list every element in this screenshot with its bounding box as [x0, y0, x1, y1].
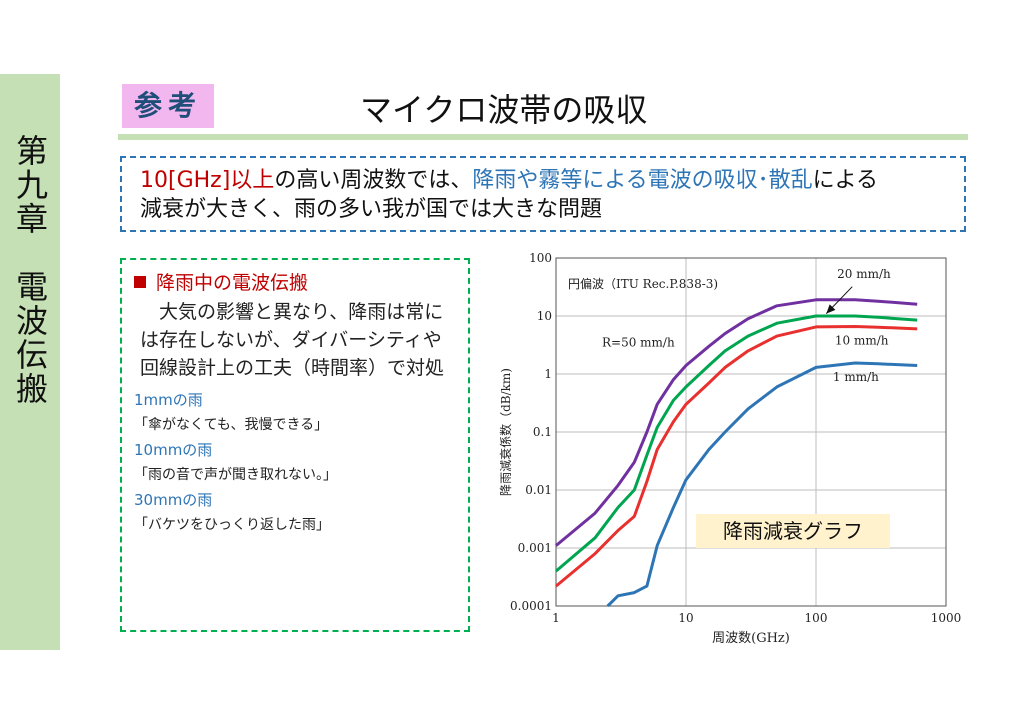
- x-tick-label-0: 1: [552, 611, 560, 625]
- series-line-3: [606, 361, 918, 608]
- y-tick-label-1: 0.001: [518, 541, 552, 555]
- rain-desc-30mm: 「バケツをひっくり返した雨」: [134, 517, 330, 533]
- summary-line-1: 10[GHz]以上の高い周波数では、降雨や霧等による電波の吸収･散乱による: [140, 166, 946, 195]
- chart-title: 円偏波（ITU Rec.P.838-3): [568, 276, 718, 291]
- y-axis-label: 降雨減衰係数（dB/km): [498, 368, 513, 496]
- bullet-square-icon: [134, 276, 146, 288]
- chart-ticks: 0.0001 0.001 0.01 0.1 1 10 100 1 10 100 1000: [510, 251, 961, 625]
- x-axis-label: 周波数(GHz): [712, 631, 790, 646]
- x-tick-label-3: 1000: [931, 611, 962, 625]
- rain-attenuation-chart: 0.0001 0.001 0.01 0.1 1 10 100 1 10 100 1000 円偏波（I…: [498, 251, 961, 646]
- panel-heading-text: 降雨中の電波伝搬: [156, 272, 309, 294]
- annotation-label-2: 10 mm/h: [835, 334, 889, 348]
- panel-heading: 降雨中の電波伝搬: [134, 270, 456, 296]
- y-tick-label-2: 0.01: [525, 483, 552, 497]
- summary-line-2: 減衰が大きく、雨の多い我が国では大きな問題: [140, 197, 603, 222]
- series-line-1: [555, 314, 918, 573]
- chapter-sidebar: [0, 74, 60, 650]
- rain-desc-1mm: 「傘がなくても、我慢できる」: [134, 417, 329, 433]
- summary-note: 10[GHz]以上の高い周波数では、降雨や霧等による電波の吸収･散乱による 減衰…: [120, 156, 966, 232]
- panel-body: 大気の影響と異なり、降雨は常には存在しないが、ダイバーシティや回線設計上の工夫（…: [140, 301, 445, 379]
- slide-title: マイクロ波帯の吸収: [360, 91, 648, 129]
- summary-mid: の高い周波数では、: [274, 168, 473, 193]
- rain-title-10mm: 10mmの雨: [134, 441, 213, 459]
- series-line-0: [555, 298, 918, 547]
- summary-end: による: [812, 168, 879, 193]
- y-tick-label-3: 0.1: [533, 425, 552, 439]
- annotation-label-0: R=50 mm/h: [602, 335, 675, 349]
- chart-annotations: R=50 mm/h 20 mm/h 10 mm/h 1 mm/h: [602, 267, 891, 384]
- rain-title-30mm: 30mmの雨: [134, 491, 213, 509]
- annotation-label-3: 1 mm/h: [833, 370, 879, 384]
- x-tick-label-1: 10: [678, 611, 693, 625]
- rain-examples: 1mmの雨 「傘がなくても、我慢できる」 10mmの雨 「雨の音で声が聞き取れな…: [134, 388, 456, 538]
- rain-info-panel: 降雨中の電波伝搬 大気の影響と異なり、降雨は常には存在しないが、ダイバーシティや…: [120, 258, 470, 632]
- cause-highlight: 降雨や霧等による電波の吸収･散乱: [472, 168, 813, 193]
- plot-frame: [555, 257, 947, 607]
- chapter-label: 第九章 電波伝搬: [11, 134, 49, 406]
- annotation-arrowhead: [826, 304, 836, 314]
- chart-series: [555, 298, 918, 608]
- y-tick-label-6: 100: [529, 251, 552, 265]
- chart-grid: [555, 257, 947, 607]
- rain-desc-10mm: 「雨の音で声が聞き取れない。」: [134, 467, 337, 483]
- freq-highlight: 10[GHz]以上: [140, 168, 275, 193]
- y-tick-label-5: 10: [537, 309, 552, 323]
- x-tick-label-2: 100: [805, 611, 828, 625]
- rain-title-1mm: 1mmの雨: [134, 391, 203, 409]
- y-tick-label-4: 1: [544, 367, 552, 381]
- y-tick-label-0: 0.0001: [510, 599, 552, 613]
- chart-caption: 降雨減衰グラフ: [696, 514, 890, 548]
- reference-badge: 参考: [122, 84, 214, 128]
- annotation-label-1: 20 mm/h: [837, 267, 891, 281]
- title-underline: [118, 134, 968, 140]
- series-line-2: [555, 325, 918, 588]
